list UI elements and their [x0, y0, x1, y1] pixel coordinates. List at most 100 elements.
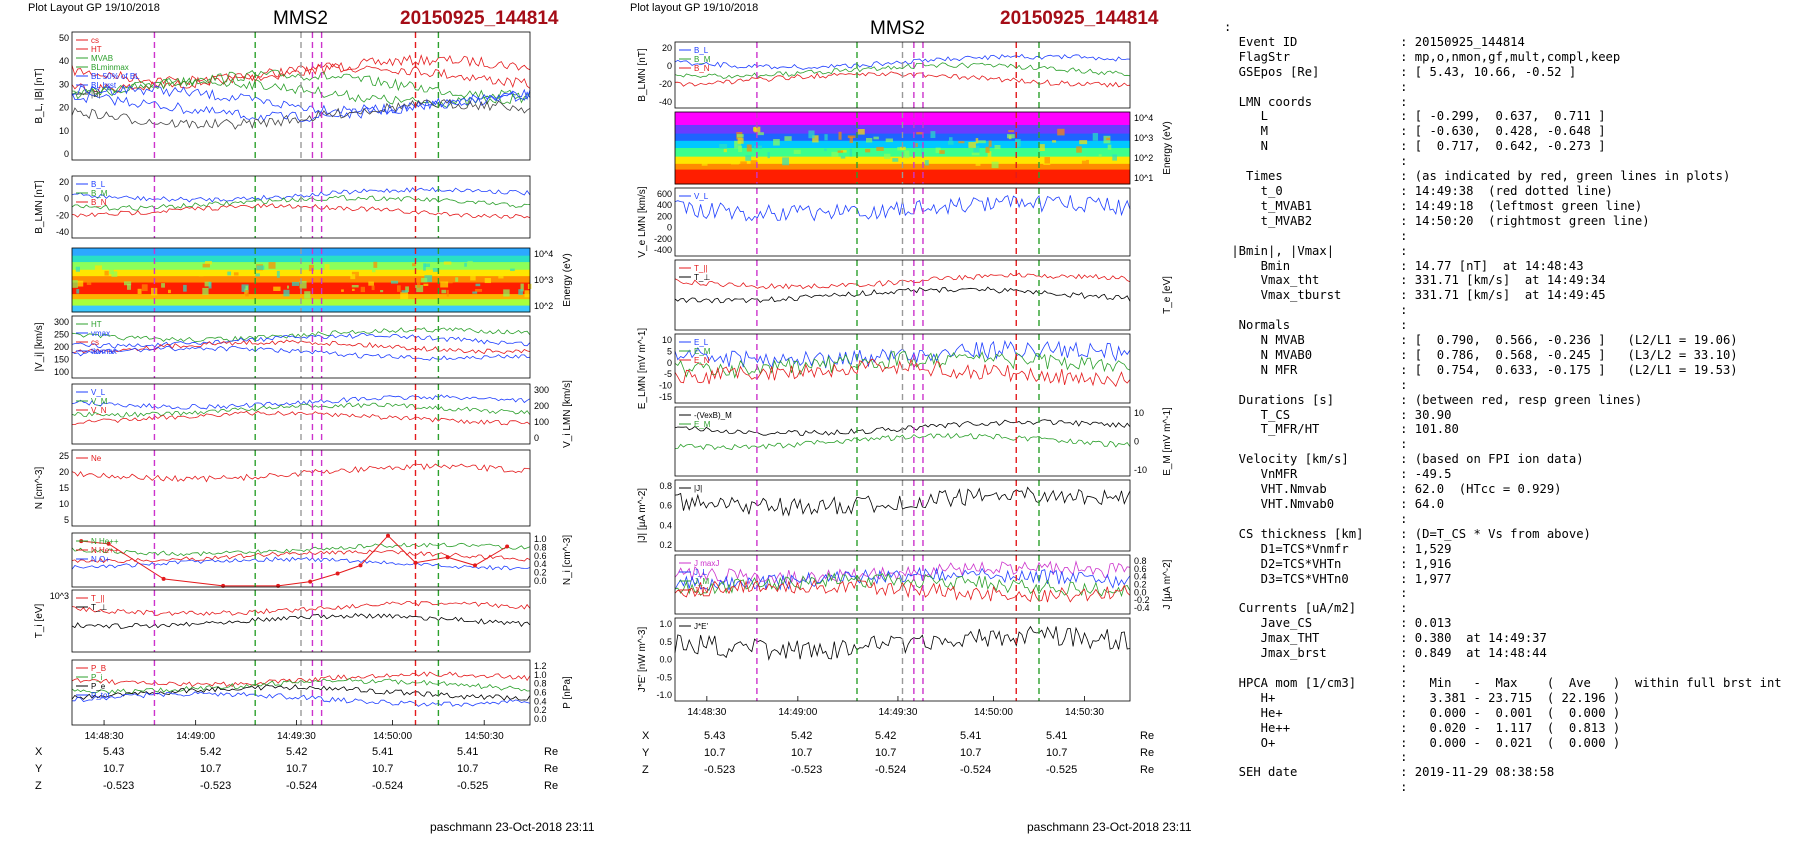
spectrogram-patch: [424, 263, 431, 268]
position-value: -0.523: [103, 780, 135, 792]
y-tick-label: -10: [659, 381, 672, 391]
spectrogram-patch: [740, 161, 747, 168]
legend-label: V_N: [91, 406, 107, 415]
y-tick-label: 0.0: [1134, 587, 1147, 597]
spectrogram-patch: [900, 146, 906, 151]
spectrogram-patch: [723, 148, 727, 153]
spectrogram-patch: [738, 145, 743, 153]
summary-line: Vmax_tburst : 331.71 [km/s] at 14:49:45: [1260, 288, 1606, 303]
left-panel-bl: 50 40 30 20 10 0 B_L, |B| [nT] csHTMVABBLminmax…: [34, 31, 531, 161]
legend-label: T_⊥: [694, 273, 710, 282]
spectrogram-band: [72, 262, 530, 271]
event-summary-text: : Event ID : 20150925_144814 FlagStr : m…: [1224, 20, 1782, 795]
left-panel-vi: 300 250 200 150 100 |V_i| [km/s] HTvmaxcstbvma…: [34, 315, 531, 379]
legend-label: J_L: [694, 568, 707, 577]
legend-label: E_M: [694, 420, 711, 429]
spectrogram-patch: [371, 285, 375, 291]
spectrogram-patch: [109, 267, 114, 275]
spectrogram-patch: [77, 280, 84, 287]
position-value: -0.523: [704, 764, 736, 776]
spectrogram-patch: [1081, 159, 1089, 167]
series-line: [674, 286, 1131, 304]
spectrogram-patch: [973, 145, 980, 153]
spectrogram-patch: [443, 261, 452, 265]
y-tick-label: 0: [1134, 437, 1139, 447]
panel-frame: [674, 554, 1131, 615]
series-line: [674, 579, 1131, 603]
series-line: [71, 98, 531, 130]
position-row-label: Y: [642, 747, 650, 759]
spectrogram-patch: [908, 159, 912, 163]
spectrogram-patch: [268, 262, 276, 269]
summary-line: Jave_CS : 0.013: [1260, 616, 1452, 631]
position-value: 5.43: [704, 730, 726, 742]
he-density-point: [106, 541, 111, 546]
y-tick-label: 1.0: [659, 619, 672, 629]
y-tick-label: -15: [659, 392, 672, 402]
position-value: 10.7: [704, 747, 726, 759]
spectrogram-patch: [734, 140, 742, 149]
spectrogram-patch: [424, 275, 433, 283]
position-value: 5.42: [286, 746, 308, 758]
y-tick-label: 0: [64, 194, 69, 204]
legend-label: J_M: [694, 577, 709, 586]
time-tick-label: 14:50:30: [465, 731, 504, 742]
y-axis-label: E_LMN [mV m^-1]: [637, 328, 648, 410]
legend-label: cs: [91, 338, 99, 347]
panel-frame: [71, 31, 531, 161]
spectrogram-patch: [202, 287, 209, 295]
y-tick-label: 20: [59, 177, 69, 187]
spectrogram-patch: [1057, 128, 1065, 136]
series-line: [71, 542, 531, 557]
spectrogram-patch: [352, 288, 355, 292]
y-tick-label: 200: [657, 211, 672, 221]
series-line: [72, 691, 531, 707]
spectrogram-patch: [183, 284, 187, 292]
summary-line: Vmax_tht : 331.71 [km/s] at 14:49:34: [1260, 273, 1606, 288]
legend-label: -(VexB)_M: [694, 411, 732, 420]
spectrogram-patch: [308, 264, 314, 272]
y-tick-label: 0.8: [1134, 556, 1147, 566]
spectrogram-patch: [849, 136, 853, 143]
spectrogram-patch: [380, 290, 384, 293]
y-axis-label: Energy (eV): [562, 253, 573, 306]
y-tick-label: 400: [657, 200, 672, 210]
series-line: [71, 601, 531, 616]
y-tick-label: 0.6: [659, 501, 672, 511]
series-line: [71, 345, 531, 361]
y-axis-label: Energy (eV): [1162, 121, 1173, 174]
legend-label: T_||: [91, 594, 105, 603]
summary-line: He+ : 0.000 - 0.001 ( 0.000 ): [1260, 705, 1621, 720]
spectrogram-patch: [824, 134, 828, 141]
spectrogram-patch: [1039, 144, 1045, 152]
time-tick-label: 14:50:00: [974, 707, 1013, 718]
legend-label: HT: [91, 45, 102, 54]
spectrogram-patch: [994, 145, 1001, 150]
time-tick-label: 14:48:30: [687, 707, 726, 718]
y-axis-label: V_i LMN [km/s]: [562, 380, 573, 448]
spectrogram-patch: [373, 261, 378, 268]
spectrogram-patch: [127, 284, 131, 290]
spectrogram-patch: [1107, 144, 1112, 150]
summary-line: :: [1400, 511, 1408, 526]
spectrogram-patch: [421, 277, 428, 283]
spectrogram-patch: [745, 155, 752, 161]
y-tick-label: 0.0: [534, 576, 547, 586]
spectrogram-patch: [256, 265, 265, 270]
legend-label: BL 50% of BL: [91, 72, 140, 81]
middle-footer: paschmann 23-Oct-2018 23:11: [1027, 820, 1192, 834]
y-tick-label: -0.4: [1134, 603, 1150, 613]
summary-line: He++ : 0.020 - 1.117 ( 0.813 ): [1260, 720, 1621, 735]
series-line: [71, 613, 531, 629]
y-tick-label: 0.4: [1134, 572, 1147, 582]
y-axis-label: N_i [cm^-3]: [562, 535, 573, 585]
position-value: 10.7: [200, 763, 222, 775]
spectrogram-patch: [510, 268, 515, 272]
y-tick-label: 0: [64, 149, 69, 159]
spectrogram-patch: [736, 134, 744, 138]
spectrogram-patch: [1008, 130, 1015, 133]
y-tick-label: 0.2: [534, 705, 547, 715]
spectrogram-patch: [350, 274, 356, 280]
legend-label: |J|: [694, 484, 702, 493]
summary-line: SEH date : 2019-11-29 08:38:58: [1238, 765, 1555, 780]
